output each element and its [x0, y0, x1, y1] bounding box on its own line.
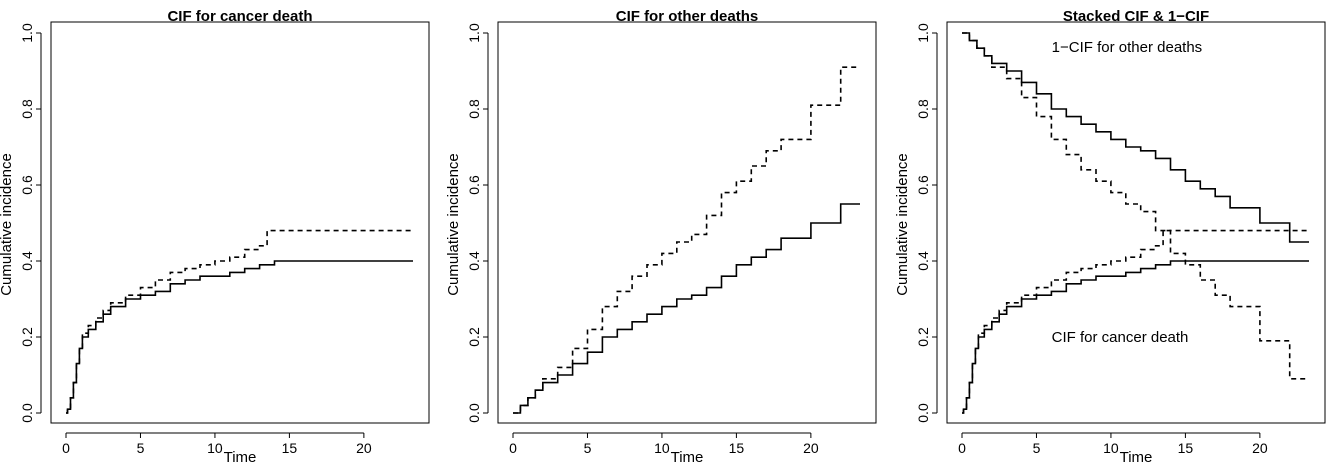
y-tick-label: 0.0: [466, 403, 482, 423]
y-axis: 0.0 0.2 0.4 0.6 0.8 1.0: [915, 23, 938, 423]
x-tick-label: 5: [1033, 440, 1041, 456]
series-line-4: [962, 32, 1309, 380]
chart-title: Stacked CIF & 1−CIF: [1063, 8, 1209, 25]
x-axis: 0 5 10 15 20: [509, 432, 819, 456]
y-tick-label: 1.0: [466, 23, 482, 43]
y-tick-label: 0.8: [466, 99, 482, 119]
y-axis: 0.0 0.2 0.4 0.6 0.8 1.0: [19, 23, 42, 423]
x-axis: 0 5 10 15 20: [62, 432, 372, 456]
x-tick-label: 20: [803, 440, 819, 456]
y-axis: 0.0 0.2 0.4 0.6 0.8 1.0: [466, 23, 489, 423]
y-tick-label: 0.4: [466, 251, 482, 271]
y-tick-label: 0.0: [19, 403, 35, 423]
chart-title: CIF for other deaths: [616, 8, 759, 25]
x-tick-label: 10: [207, 440, 223, 456]
x-axis-label: Time: [224, 449, 257, 466]
x-tick-label: 5: [137, 440, 145, 456]
y-axis-label: Cumulative incidence: [445, 153, 462, 296]
y-tick-label: 0.8: [915, 99, 931, 119]
y-tick-label: 0.8: [19, 99, 35, 119]
x-tick-label: 5: [584, 440, 592, 456]
plot-frame: [497, 21, 877, 424]
y-tick-label: 0.2: [915, 327, 931, 347]
x-axis: 0 5 10 15 20: [958, 432, 1268, 456]
chart-title: CIF for cancer death: [167, 8, 312, 25]
series-line-3: [962, 32, 1309, 243]
y-tick-label: 0.2: [466, 327, 482, 347]
y-tick-label: 0.6: [19, 175, 35, 195]
x-tick-label: 0: [62, 440, 70, 456]
x-tick-label: 20: [356, 440, 372, 456]
chart-panel-3: Stacked CIF & 1−CIF 0 5 10 15 20 Time 0.0 0.2 0.4…: [894, 8, 1326, 466]
y-tick-label: 0.2: [19, 327, 35, 347]
x-tick-label: 20: [1252, 440, 1268, 456]
series-line-1: [66, 260, 413, 414]
y-tick-label: 0.0: [915, 403, 931, 423]
x-tick-label: 15: [1178, 440, 1194, 456]
x-axis-label: Time: [671, 449, 704, 466]
x-tick-label: 0: [509, 440, 517, 456]
x-tick-label: 10: [1103, 440, 1119, 456]
x-tick-label: 15: [729, 440, 745, 456]
y-tick-label: 1.0: [915, 23, 931, 43]
y-axis-label: Cumulative incidence: [894, 153, 911, 296]
x-tick-label: 10: [654, 440, 670, 456]
plot-frame: [946, 21, 1326, 424]
series-line-1: [513, 203, 860, 414]
annotation-label: 1−CIF for other deaths: [1052, 39, 1203, 56]
y-tick-label: 0.6: [915, 175, 931, 195]
series-line-2: [66, 229, 413, 414]
y-tick-label: 0.4: [19, 251, 35, 271]
y-axis-label: Cumulative incidence: [0, 153, 15, 296]
plot-frame: [50, 21, 430, 424]
y-tick-label: 0.4: [915, 251, 931, 271]
series-line-2: [513, 66, 860, 414]
y-tick-label: 1.0: [19, 23, 35, 43]
x-axis-label: Time: [1120, 449, 1153, 466]
x-tick-label: 15: [282, 440, 298, 456]
x-tick-label: 0: [958, 440, 966, 456]
annotation-label: CIF for cancer death: [1052, 329, 1189, 346]
y-tick-label: 0.6: [466, 175, 482, 195]
series-line-2: [962, 229, 1309, 414]
